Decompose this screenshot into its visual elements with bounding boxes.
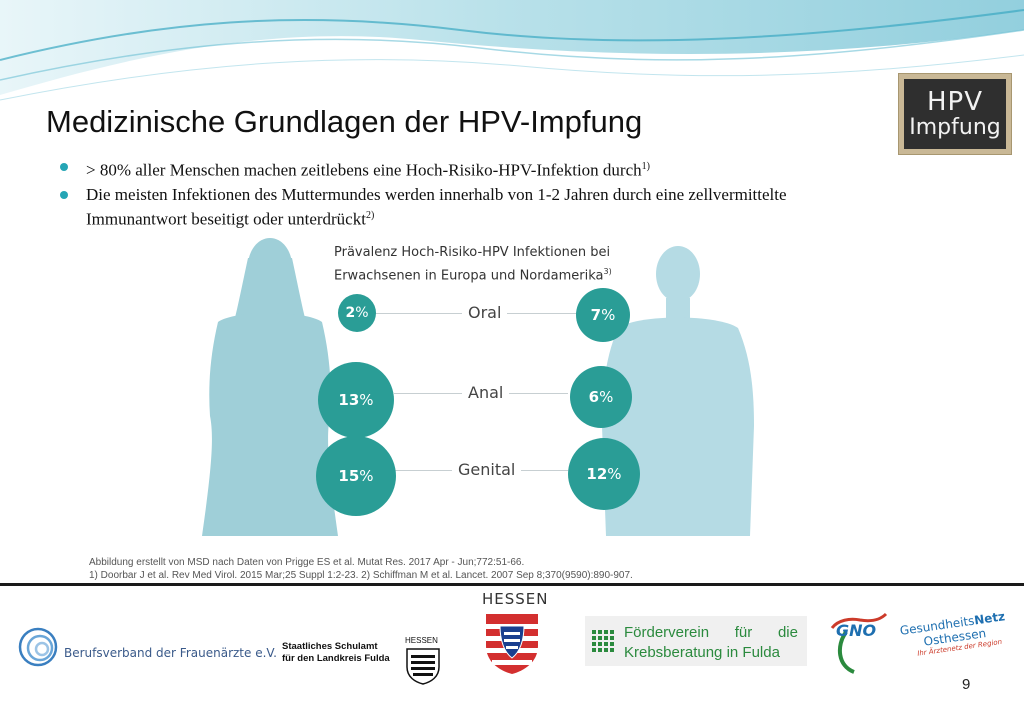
infographic-title-line-1: Prävalenz Hoch-Risiko-HPV Infektionen be… — [334, 245, 611, 260]
caption-line-1: Abbildung erstellt von MSD nach Daten vo… — [89, 557, 525, 568]
foerderverein-logo — [585, 616, 807, 666]
bullet-item: Die meisten Infektionen des Muttermundes… — [60, 184, 940, 230]
infographic-title-ref: 3) — [603, 267, 612, 276]
small-hessen-label: HESSEN — [405, 636, 438, 645]
header-waves — [0, 0, 1024, 101]
circle-women-anal: 13% — [318, 362, 394, 438]
percent-sign: % — [601, 306, 616, 324]
bullet-ref: 2) — [365, 209, 375, 221]
bullet-text: > 80% aller Menschen machen zeitlebens e… — [86, 160, 642, 180]
value-women-genital: 15 — [338, 467, 360, 485]
gno-logo-icon: GNO — [830, 612, 888, 674]
bullet-dot-icon — [60, 190, 68, 199]
badge-line-2: Impfung — [909, 115, 1001, 141]
bullet-dot-icon — [60, 163, 68, 171]
foerderverein-text: Förderverein für die Krebsberatung in Fu… — [624, 623, 798, 663]
percent-sign: % — [607, 465, 622, 483]
small-hessen-crest-icon — [406, 648, 440, 685]
value-women-anal: 13 — [338, 391, 360, 409]
infographic-title-line-2: Erwachsenen in Europa und Nordamerika — [334, 268, 604, 284]
gno-mark: GNO — [836, 621, 877, 640]
row-label-genital: Genital — [452, 460, 522, 479]
value-women-oral: 2 — [345, 305, 356, 321]
page-number: 9 — [962, 676, 971, 693]
schulamt-line-1: Staatliches Schulamt — [282, 641, 378, 652]
badge-line-1: HPV — [926, 86, 983, 117]
bullet-text-continued: Immunantwort beseitigt oder unterdrückt — [86, 209, 366, 229]
percent-sign: % — [359, 391, 374, 409]
hpv-impfung-badge: HPV Impfung — [898, 73, 1012, 155]
circle-men-genital: 12% — [568, 438, 640, 510]
male-silhouette-icon — [602, 246, 754, 536]
gno-name: GesundheitsNetz Osthessen Ihr Ärztenetz … — [899, 609, 1013, 660]
percent-sign: % — [599, 388, 614, 406]
foerderverein-word-2: für — [734, 624, 753, 641]
hessen-crest-icon — [486, 614, 538, 674]
value-men-oral: 7 — [590, 306, 602, 324]
foerderverein-word-3: die — [777, 624, 798, 641]
bvf-name: Berufsverband der Frauenärzte e.V. — [64, 646, 277, 660]
circle-men-oral: 7% — [576, 288, 630, 342]
hessen-label: HESSEN — [482, 590, 549, 608]
value-men-anal-text: 6 — [588, 388, 600, 406]
foerderverein-line-2: Krebsberatung in Fulda — [624, 644, 780, 661]
slide-title: Medizinische Grundlagen der HPV-Impfung — [46, 104, 643, 139]
bullet-item: > 80% aller Menschen machen zeitlebens e… — [60, 156, 940, 181]
row-label-anal: Anal — [462, 383, 510, 402]
circle-women-genital: 15% — [316, 436, 396, 516]
value-men-genital: 12 — [586, 465, 608, 483]
footer-divider — [0, 583, 1024, 586]
row-label-oral: Oral — [462, 303, 508, 322]
caption-line-2: 1) Doorbar J et al. Rev Med Virol. 2015 … — [89, 570, 633, 581]
bullet-list: > 80% aller Menschen machen zeitlebens e… — [60, 156, 940, 232]
infographic-title: Prävalenz Hoch-Risiko-HPV Infektionen be… — [334, 243, 612, 285]
circle-men-anal: 156% — [570, 366, 632, 428]
bvf-rings-icon — [18, 627, 58, 667]
circle-women-oral: 2% — [338, 294, 376, 332]
bullet-text: Die meisten Infektionen des Muttermundes… — [86, 184, 787, 204]
schulamt-line-2: für den Landkreis Fulda — [282, 653, 390, 664]
bvf-logo — [18, 627, 58, 667]
body-silhouettes — [202, 238, 754, 536]
figure-caption: Abbildung erstellt von MSD nach Daten vo… — [89, 556, 633, 582]
foerderverein-grid-icon — [592, 630, 614, 652]
bullet-ref: 1) — [641, 161, 650, 172]
female-silhouette-icon — [202, 238, 338, 536]
foerderverein-word-1: Förderverein — [624, 624, 710, 641]
schulamt-logo: Staatliches Schulamt für den Landkreis F… — [282, 641, 390, 665]
percent-sign: % — [359, 467, 374, 485]
percent-sign: % — [355, 305, 369, 321]
